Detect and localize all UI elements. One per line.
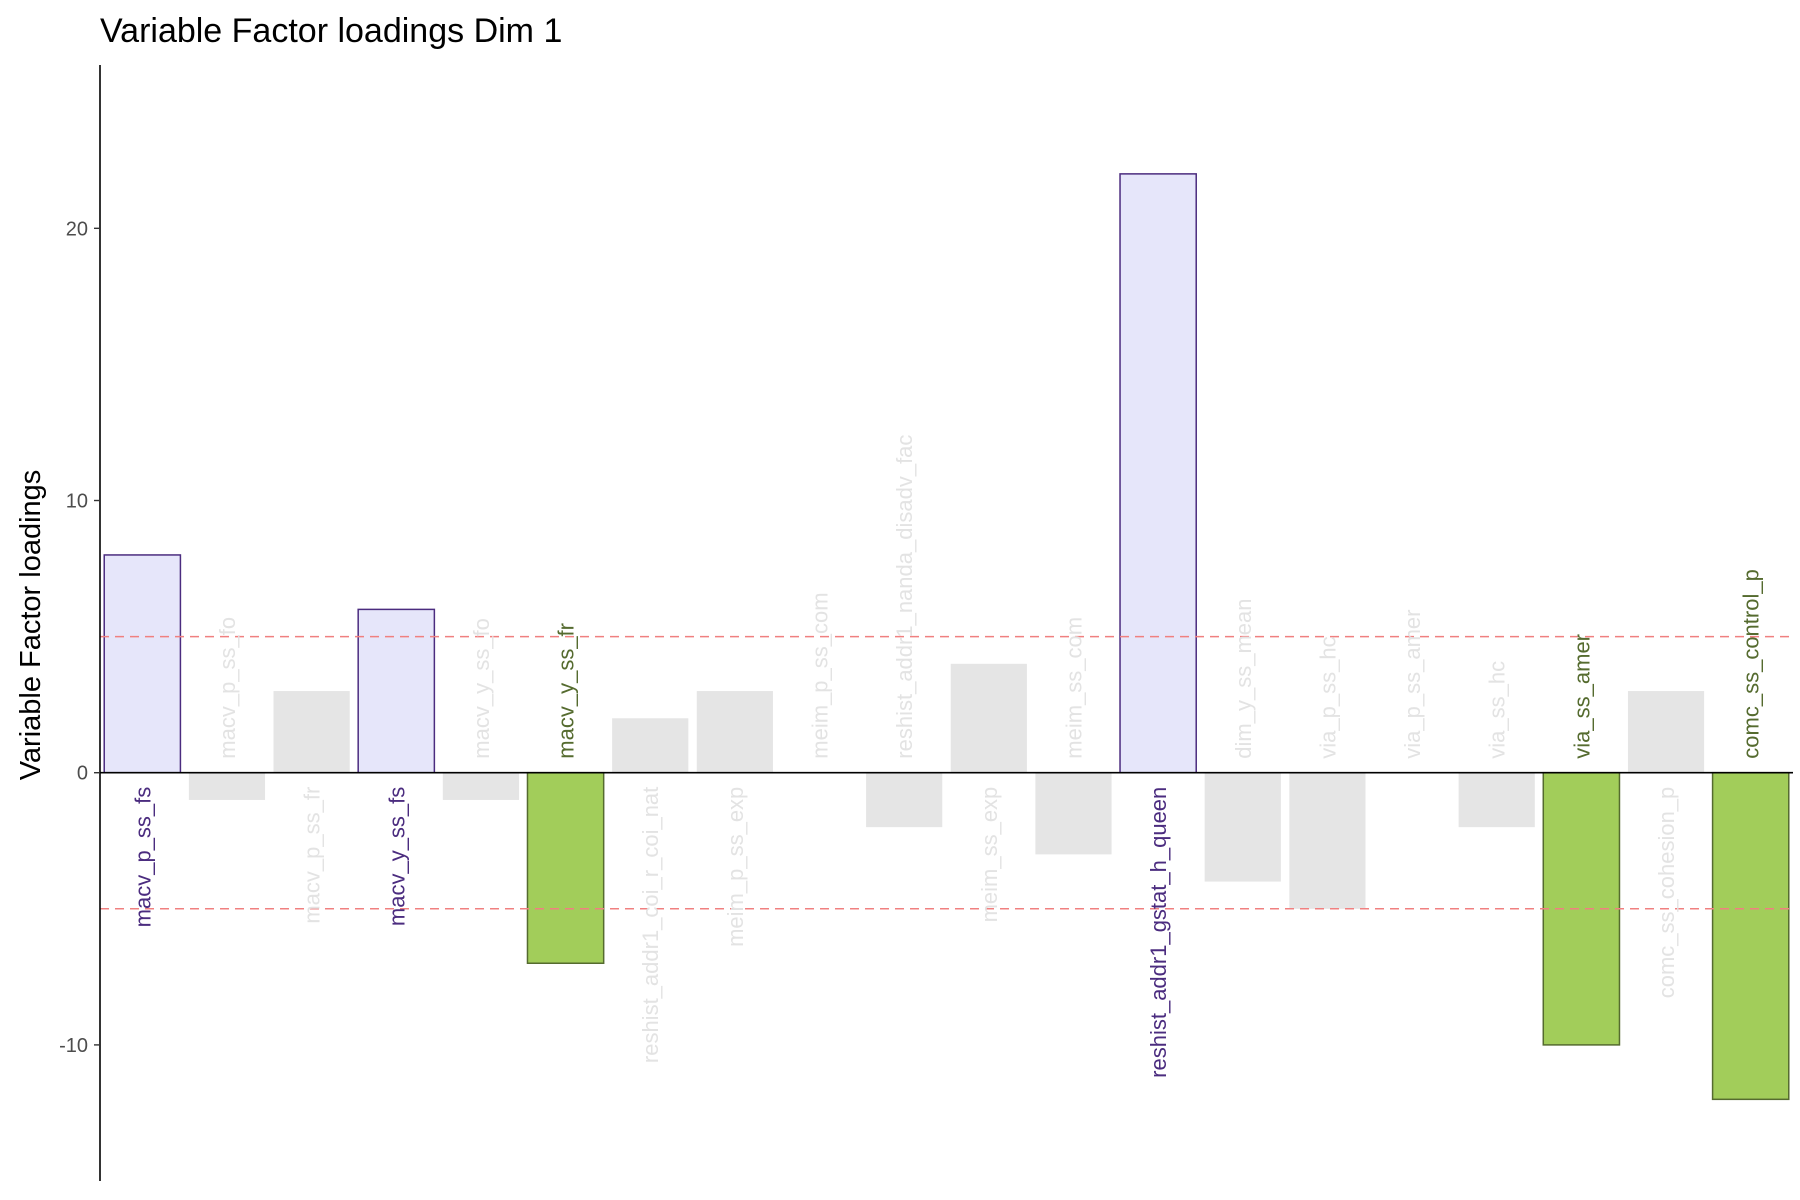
bar-label-comc_ss_cohesion_p: comc_ss_cohesion_p	[1654, 787, 1679, 999]
bar-label-meim_ss_com: meim_ss_com	[1061, 617, 1086, 759]
bar-macv_y_ss_fr	[526, 771, 605, 965]
bar-label-via_ss_hc: via_ss_hc	[1485, 661, 1510, 759]
bar-label-via_p_ss_hc: via_p_ss_hc	[1315, 636, 1340, 758]
bar-label-meim_p_ss_exp: meim_p_ss_exp	[723, 787, 748, 947]
bar-via_ss_hc	[1458, 772, 1535, 828]
bar-macv_p_ss_fs	[103, 554, 182, 774]
bar-meim_p_ss_exp	[696, 691, 773, 773]
bar-meim_ss_exp	[950, 663, 1027, 773]
bar-label-via_ss_amer: via_ss_amer	[1569, 634, 1594, 759]
bar-label-macv_p_ss_fr: macv_p_ss_fr	[300, 787, 325, 924]
y-tick-label: 0	[77, 763, 88, 785]
bar-reshist_addr1_gstat_h_queen	[1119, 173, 1197, 774]
bar-macv_p_ss_fo	[188, 772, 266, 800]
y-tick-label: 10	[66, 491, 88, 513]
bar-label-dim_y_ss_mean: dim_y_ss_mean	[1231, 599, 1256, 759]
bar-meim_ss_com	[1035, 772, 1112, 855]
y-tick-label: 20	[66, 218, 88, 240]
bar-label-macv_y_ss_fo: macv_y_ss_fo	[469, 618, 494, 759]
bar-label-macv_y_ss_fr: macv_y_ss_fr	[554, 623, 579, 759]
bar-reshist_addr1_coi_r_coi_nat	[612, 718, 689, 773]
bar-reshist_addr1_nanda_disadv_fac	[866, 772, 943, 828]
bar-label-reshist_addr1_coi_r_coi_nat: reshist_addr1_coi_r_coi_nat	[638, 787, 663, 1063]
bar-label-comc_ss_control_p: comc_ss_control_p	[1739, 569, 1764, 759]
bar-macv_y_ss_fo	[442, 772, 520, 800]
plot-area: -10 0 10 20 macv_p_ss_fs macv_p_ss_fo macv_p_s…	[59, 65, 1793, 1181]
bar-label-meim_p_ss_com: meim_p_ss_com	[808, 592, 833, 758]
bar-dim_y_ss_mean	[1204, 772, 1281, 882]
bar-comc_ss_cohesion_p	[1627, 691, 1705, 773]
bar-label-reshist_addr1_gstat_h_queen: reshist_addr1_gstat_h_queen	[1146, 787, 1171, 1078]
bar-macv_y_ss_fs	[357, 608, 436, 774]
bar-label-macv_y_ss_fs: macv_y_ss_fs	[384, 787, 409, 926]
y-tick-label: -10	[59, 1035, 88, 1057]
bar-comc_ss_control_p	[1711, 771, 1790, 1101]
bar-label-macv_p_ss_fo: macv_p_ss_fo	[215, 617, 240, 759]
y-axis-label: Variable Factor loadings	[15, 470, 47, 781]
bar-label-via_p_ss_amer: via_p_ss_amer	[1400, 610, 1425, 759]
bar-via_p_ss_hc	[1289, 772, 1366, 909]
bar-label-meim_ss_exp: meim_ss_exp	[977, 787, 1002, 923]
bar-macv_p_ss_fr	[273, 691, 350, 773]
bar-label-macv_p_ss_fs: macv_p_ss_fs	[130, 787, 155, 928]
chart-title: Variable Factor loadings Dim 1	[100, 12, 562, 50]
bar-label-reshist_addr1_nanda_disadv_fac: reshist_addr1_nanda_disadv_fac	[892, 435, 917, 759]
